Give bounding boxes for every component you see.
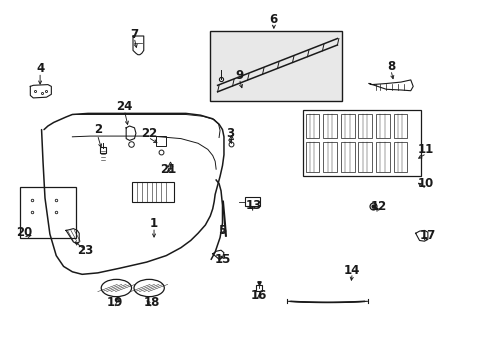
Text: 8: 8 bbox=[386, 60, 394, 73]
Text: 23: 23 bbox=[77, 244, 94, 257]
Text: 16: 16 bbox=[250, 289, 267, 302]
Text: 14: 14 bbox=[343, 264, 360, 276]
Text: 19: 19 bbox=[106, 296, 123, 309]
Text: 9: 9 bbox=[235, 69, 243, 82]
Bar bbox=[20, 187, 76, 238]
Bar bbox=[132, 182, 173, 202]
Bar bbox=[375, 114, 389, 138]
Bar bbox=[323, 114, 336, 138]
Text: 13: 13 bbox=[245, 199, 262, 212]
Text: 1: 1 bbox=[150, 217, 158, 230]
Bar bbox=[303, 110, 420, 176]
Text: 3: 3 bbox=[225, 127, 233, 140]
Bar bbox=[210, 31, 342, 101]
Bar bbox=[375, 142, 389, 172]
Bar bbox=[305, 142, 319, 172]
Text: 22: 22 bbox=[141, 127, 157, 140]
Bar bbox=[305, 114, 319, 138]
Text: 5: 5 bbox=[218, 224, 226, 237]
Text: 2: 2 bbox=[94, 123, 102, 136]
Text: 18: 18 bbox=[143, 296, 160, 309]
Bar bbox=[358, 142, 371, 172]
Text: 17: 17 bbox=[419, 229, 435, 242]
Bar bbox=[358, 114, 371, 138]
Text: 4: 4 bbox=[36, 62, 44, 75]
Text: 12: 12 bbox=[370, 201, 386, 213]
Text: 20: 20 bbox=[16, 226, 33, 239]
Text: 24: 24 bbox=[116, 100, 133, 113]
Bar bbox=[155, 136, 166, 146]
Bar bbox=[393, 114, 407, 138]
Bar bbox=[340, 114, 354, 138]
Bar bbox=[340, 142, 354, 172]
Bar bbox=[393, 142, 407, 172]
Text: 10: 10 bbox=[416, 177, 433, 190]
Text: 11: 11 bbox=[416, 143, 433, 156]
Text: 21: 21 bbox=[160, 163, 177, 176]
Bar bbox=[323, 142, 336, 172]
Text: 15: 15 bbox=[214, 253, 230, 266]
Bar bbox=[245, 197, 260, 206]
Text: 7: 7 bbox=[130, 28, 138, 41]
Text: 6: 6 bbox=[269, 13, 277, 26]
